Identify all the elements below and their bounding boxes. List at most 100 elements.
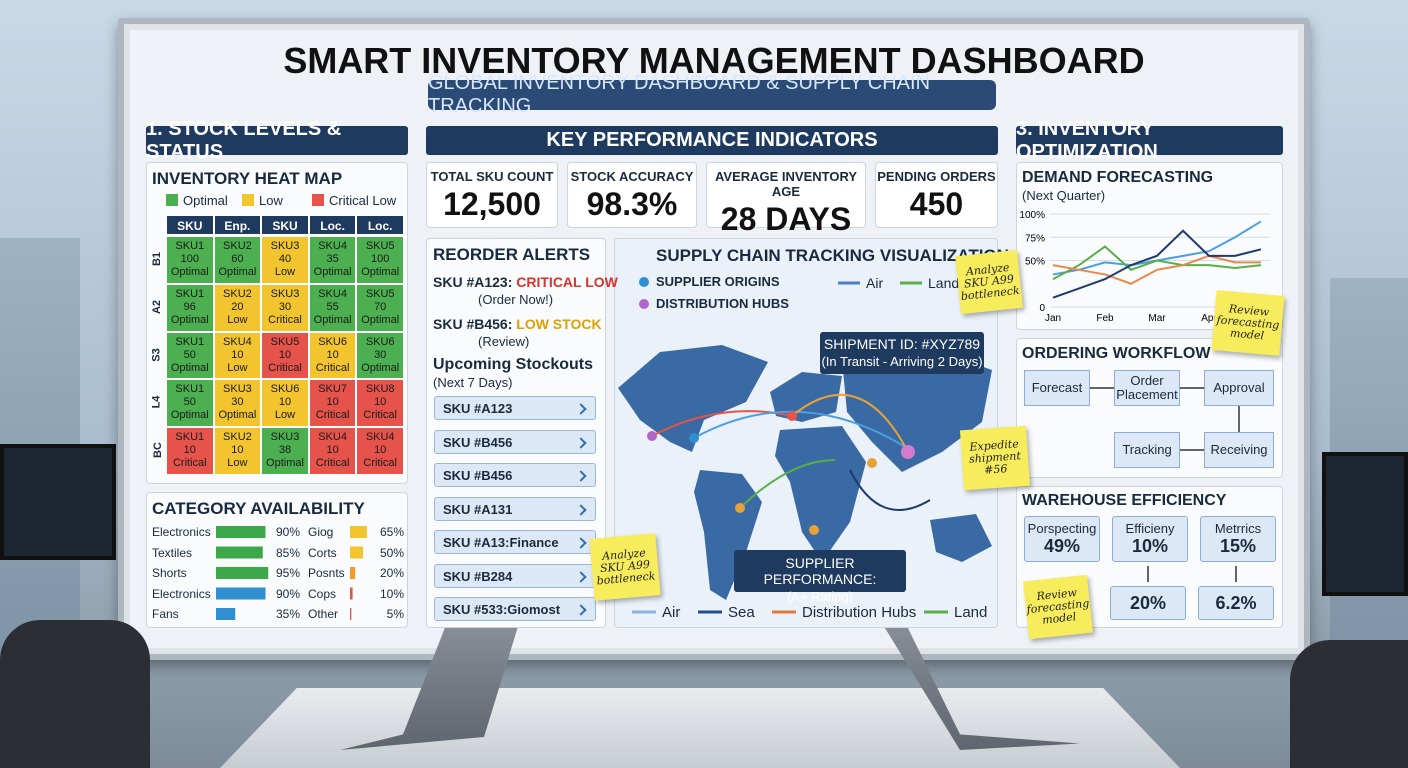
forecast-line: [1052, 254, 1261, 285]
shipment-box: SHIPMENT ID: #XYZ789 (In Transit - Arriv…: [820, 332, 984, 374]
chair: [0, 620, 150, 768]
cell-qty: 96: [183, 300, 196, 313]
workflow-step: Order Placement: [1114, 370, 1180, 406]
sticky-note: Analyze SKU A99 bottleneck: [955, 249, 1023, 315]
legend-swatch: [242, 194, 254, 206]
cell-status: Low: [227, 457, 248, 470]
subtitle: GLOBAL INVENTORY DASHBOARD & SUPPLY CHAI…: [428, 72, 931, 117]
forecast-subtitle: (Next Quarter): [1022, 188, 1106, 203]
stockout-item[interactable]: SKU #B284: [434, 563, 596, 588]
cell-sku: SKU1: [175, 383, 205, 396]
pin: [787, 411, 797, 421]
forecast-line: [1052, 229, 1262, 299]
pin: [647, 431, 657, 441]
cell-status: Low: [227, 313, 248, 326]
continent: [842, 345, 992, 472]
route: [791, 393, 909, 453]
warehouse-card: Efficieny 10%: [1112, 516, 1188, 562]
warehouse-label: Metrrics: [1214, 521, 1262, 536]
availability-bar: [216, 526, 266, 538]
heatmap-cell: SKU1 100 Optimal: [166, 236, 214, 284]
category-value: 50%: [379, 545, 404, 560]
workflow-step: Tracking: [1114, 432, 1180, 468]
cell-sku: SKU1: [175, 335, 205, 348]
alert-status: CRITICAL LOW: [516, 274, 618, 290]
route-label: Land: [954, 604, 988, 621]
workflow-step: Receiving: [1204, 432, 1274, 468]
availability-bar: [350, 608, 352, 620]
kpi-card: AVERAGE INVENTORY AGE 28 DAYS: [706, 162, 866, 237]
availability-bar: [350, 526, 367, 538]
kpi-value: 28 DAYS: [720, 201, 852, 237]
cell-status: Critical: [268, 313, 302, 326]
cell-sku: SKU4: [223, 335, 252, 348]
category-value: 95%: [275, 566, 300, 580]
category-value: 90%: [275, 586, 300, 601]
heatmap-cell: SKU5 70 Optimal: [356, 283, 404, 332]
legend-swatch: [166, 194, 178, 206]
route-label: Air: [662, 604, 681, 621]
category-name: Cops: [308, 586, 337, 601]
heatmap-title: INVENTORY HEAT MAP: [152, 169, 343, 188]
forecast-title: DEMAND FORECASTING: [1022, 169, 1214, 186]
marker-label: DISTRIBUTION HUBS: [656, 296, 789, 311]
stockout-item[interactable]: SKU #A123: [434, 396, 596, 420]
side-monitor: [0, 444, 116, 560]
kpi-value: 98.3%: [586, 186, 678, 222]
warehouse-title: WAREHOUSE EFFICIENCY: [1022, 492, 1227, 509]
cell-sku: SKU3: [270, 431, 300, 444]
heatmap-cell: SKU1 96 Optimal: [166, 283, 214, 332]
warehouse-value: 49%: [1043, 536, 1081, 556]
heatmap-cell: SKU6 10 Low: [261, 379, 309, 428]
stockout-item[interactable]: SKU #A131: [434, 496, 596, 521]
category-name: Electronics: [152, 525, 211, 539]
cell-qty: 55: [326, 300, 339, 313]
stockout-item[interactable]: SKU #533:Giomost: [434, 597, 596, 621]
route: [849, 469, 931, 511]
y-tick-label: 75%: [1025, 233, 1045, 244]
cell-qty: 35: [326, 253, 339, 265]
availability-title: CATEGORY AVAILABILITY: [152, 499, 365, 518]
cell-sku: SKU4: [318, 240, 347, 252]
cell-sku: SKU4: [318, 287, 347, 300]
warehouse-label: Porspecting: [1027, 521, 1097, 536]
cell-sku: SKU3: [270, 240, 300, 252]
heatmap-cell: SKU3 30 Optimal: [213, 379, 262, 428]
availability-panel: [146, 492, 408, 628]
legend-label: Low: [259, 193, 283, 208]
cell-status: Optimal: [361, 361, 400, 374]
cell-sku: SKU6: [270, 383, 300, 396]
category-value: 20%: [379, 566, 404, 580]
stockout-item[interactable]: SKU #A13:Finance: [434, 530, 596, 554]
cell-status: Optimal: [361, 266, 400, 278]
workflow-step: Approval: [1204, 370, 1274, 406]
kpi-label: TOTAL SKU COUNT: [430, 169, 554, 184]
stockout-item[interactable]: SKU #B456: [434, 463, 596, 487]
continent: [770, 372, 842, 422]
warehouse-value: 15%: [1219, 536, 1257, 556]
supply-title: SUPPLY CHAIN TRACKING VISUALIZATION: [656, 246, 1009, 265]
warehouse-result: 20%: [1110, 586, 1186, 620]
pin: [689, 433, 699, 443]
heatmap-cell: SKU4 10 Critical: [356, 427, 404, 475]
pin: [901, 445, 915, 459]
category-name: Corts: [308, 545, 337, 560]
cell-qty: 10: [326, 396, 339, 409]
alert-sku: SKU #A123:: [433, 274, 513, 290]
heatmap-cell: SKU5 10 Critical: [261, 331, 309, 380]
category-name: Other: [308, 607, 339, 621]
y-tick-label: 50%: [1025, 257, 1045, 268]
cell-status: Optimal: [170, 409, 209, 422]
cell-status: Low: [274, 266, 296, 278]
cell-status: Optimal: [218, 266, 257, 278]
route: [739, 459, 836, 509]
cell-qty: 60: [231, 253, 244, 265]
stockout-item[interactable]: SKU #B456: [434, 429, 596, 454]
cell-sku: SKU6: [318, 335, 347, 348]
routes: [651, 393, 931, 511]
stockouts-title: Upcoming Stockouts: [433, 356, 594, 373]
availability-bar: [350, 567, 356, 579]
cell-qty: 10: [183, 444, 196, 457]
cell-qty: 10: [278, 396, 292, 409]
